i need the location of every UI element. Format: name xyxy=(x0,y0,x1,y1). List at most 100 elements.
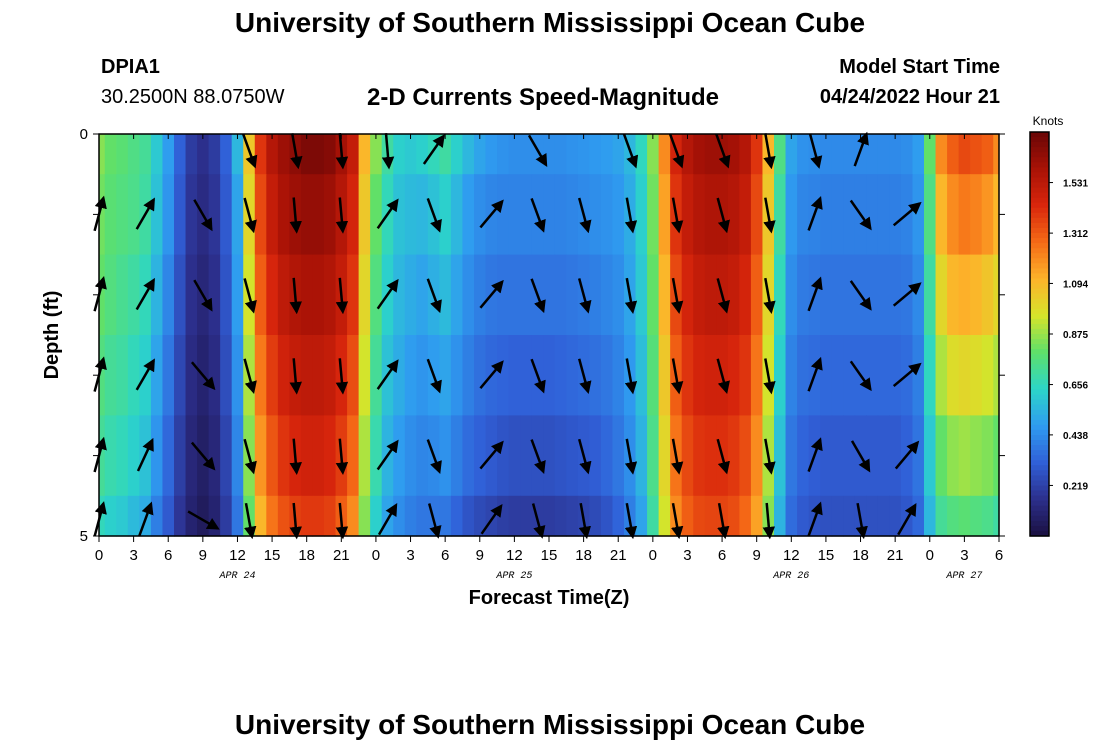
heatmap-cell xyxy=(324,134,337,175)
heatmap-cell xyxy=(704,134,717,175)
heatmap-cell xyxy=(312,134,325,175)
current-arrow xyxy=(135,358,155,391)
colorbar-segment xyxy=(1030,233,1049,239)
y-axis-label: Depth (ft) xyxy=(41,291,63,380)
heatmap-cell xyxy=(647,174,660,256)
heatmap-cell xyxy=(981,495,994,537)
heatmap-cell xyxy=(681,134,694,175)
heatmap-cell xyxy=(566,174,579,256)
heatmap-cell xyxy=(277,174,290,256)
colorbar-segment xyxy=(1030,212,1049,219)
heatmap-cell xyxy=(497,174,510,256)
colorbar-segment xyxy=(1030,480,1049,487)
heatmap-cell xyxy=(589,254,602,336)
x-tick-label: 9 xyxy=(199,547,207,564)
colorbar-segment xyxy=(1030,147,1049,153)
heatmap-cell xyxy=(785,174,798,256)
heatmap-cell xyxy=(99,415,106,497)
colorbar-segment xyxy=(1030,429,1049,436)
heatmap-cell xyxy=(681,335,694,416)
heatmap-cell xyxy=(543,174,556,256)
current-arrow xyxy=(671,502,684,540)
heatmap-cell xyxy=(993,415,1000,497)
heatmap-cell xyxy=(104,254,117,336)
heatmap-cell xyxy=(612,495,625,537)
heatmap-cell xyxy=(554,134,567,175)
colorbar-segment xyxy=(1030,288,1049,295)
heatmap-cell xyxy=(104,495,117,537)
heatmap-cell xyxy=(370,174,383,256)
current-arrow xyxy=(530,358,546,394)
heatmap-cell xyxy=(554,495,567,537)
heatmap-cell xyxy=(231,495,244,537)
colorbar-segment xyxy=(1030,354,1049,360)
heatmap-cell xyxy=(727,254,740,336)
heatmap-cell xyxy=(981,335,994,416)
current-arrow xyxy=(530,278,546,314)
colorbar-segment xyxy=(1030,243,1049,249)
current-arrow xyxy=(289,438,302,475)
colorbar-segment xyxy=(1030,394,1049,401)
heatmap-cell xyxy=(174,495,187,537)
heatmap-cell xyxy=(600,254,614,336)
heatmap-cell xyxy=(981,174,994,256)
colorbar-segment xyxy=(1030,293,1049,300)
current-arrow xyxy=(135,277,155,311)
current-arrow xyxy=(531,503,546,539)
current-arrow xyxy=(243,278,257,314)
heatmap-cell xyxy=(935,415,948,497)
heatmap-cell xyxy=(404,495,417,537)
heatmap-cell xyxy=(958,335,971,416)
heatmap-cell xyxy=(185,335,198,416)
heatmap-cell xyxy=(970,335,983,416)
heatmap-cell xyxy=(462,174,475,256)
heatmap-cell xyxy=(474,134,487,175)
heatmap-cell xyxy=(577,134,590,175)
heatmap-cell xyxy=(416,495,429,537)
heatmap-cell xyxy=(970,174,983,256)
heatmap-cell xyxy=(693,174,706,256)
colorbar-segment xyxy=(1030,409,1049,416)
current-arrow xyxy=(671,277,684,314)
colorbar-segment xyxy=(1030,419,1049,426)
heatmap-cell xyxy=(208,174,221,256)
heatmap-cell xyxy=(589,415,602,497)
x-tick-label: 12 xyxy=(229,547,246,564)
colorbar-segment xyxy=(1030,379,1049,386)
heatmap-cell xyxy=(508,335,521,416)
heatmap-cell xyxy=(231,415,244,497)
heatmap-cell xyxy=(104,415,117,497)
heatmap-cell xyxy=(439,415,452,497)
colorbar-segment xyxy=(1030,132,1049,138)
date-label: APR 25 xyxy=(495,571,532,582)
heatmap-cell xyxy=(889,415,902,497)
heatmap-cell xyxy=(831,254,844,336)
heatmap-cell xyxy=(99,335,106,416)
heatmap-cell xyxy=(785,495,798,537)
heatmap-cell xyxy=(727,415,740,497)
heatmap-cell xyxy=(947,335,960,416)
heatmap-cell xyxy=(462,415,475,497)
colorbar-segment xyxy=(1030,399,1049,406)
heatmap-cell xyxy=(797,335,810,416)
heatmap-cell xyxy=(116,174,129,256)
heatmap-cell xyxy=(739,174,752,256)
heatmap-cell xyxy=(797,254,810,336)
heatmap-cell xyxy=(416,134,429,175)
heatmap-cell xyxy=(958,174,971,256)
current-arrow xyxy=(426,358,442,394)
heatmap-cell xyxy=(947,254,960,336)
current-arrow xyxy=(187,510,220,530)
heatmap-cell xyxy=(508,134,521,175)
heatmap-cell xyxy=(924,174,937,256)
heatmap-cell xyxy=(797,495,810,537)
heatmap-cell xyxy=(912,415,925,497)
heatmap-cell xyxy=(647,254,660,336)
colorbar-segment xyxy=(1030,334,1049,340)
heatmap-cell xyxy=(520,134,533,175)
heatmap-cell xyxy=(266,335,279,416)
x-tick-label: 3 xyxy=(129,547,137,564)
heatmap-cell xyxy=(612,335,625,416)
heatmap-cell xyxy=(693,134,706,175)
heatmap-cell xyxy=(935,174,948,256)
